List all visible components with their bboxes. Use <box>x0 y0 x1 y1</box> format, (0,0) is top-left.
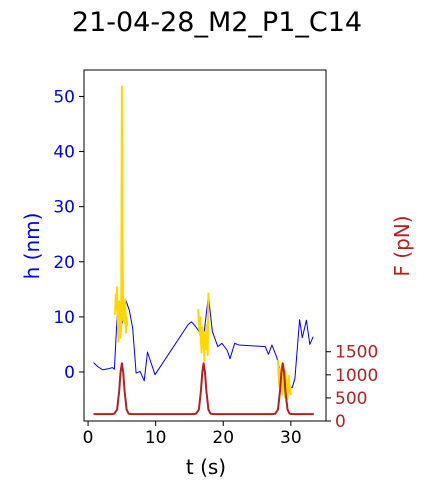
y2-tick-label: 1500 <box>335 343 378 363</box>
y-tick-label: 20 <box>53 253 75 273</box>
x-tick-label: 20 <box>212 428 234 448</box>
tick-marks <box>79 95 331 426</box>
axes-frame <box>83 69 327 422</box>
x-tick-label: 30 <box>280 428 302 448</box>
series-line-1 <box>114 85 129 343</box>
series-line-2 <box>197 292 210 362</box>
chart-title: 21-04-28_M2_P1_C14 <box>72 7 362 38</box>
y-tick-label: 30 <box>53 198 75 218</box>
x-tick-label: 10 <box>145 428 167 448</box>
y-tick-label: 10 <box>53 308 75 328</box>
x-tick-label: 0 <box>83 428 94 448</box>
series-line-4 <box>93 362 314 416</box>
y-tick-label: 40 <box>53 143 75 163</box>
y2-tick-label: 0 <box>335 412 346 432</box>
y-tick-label: 0 <box>64 363 75 383</box>
y2-axis-label: F (pN) <box>390 215 414 276</box>
x-axis-label: t (s) <box>186 455 226 479</box>
y2-tick-label: 1000 <box>335 366 378 386</box>
y2-tick-label: 500 <box>335 389 367 409</box>
y-axis-label: h (nm) <box>20 213 44 280</box>
y-tick-label: 50 <box>53 87 75 107</box>
plot-area <box>93 85 314 416</box>
